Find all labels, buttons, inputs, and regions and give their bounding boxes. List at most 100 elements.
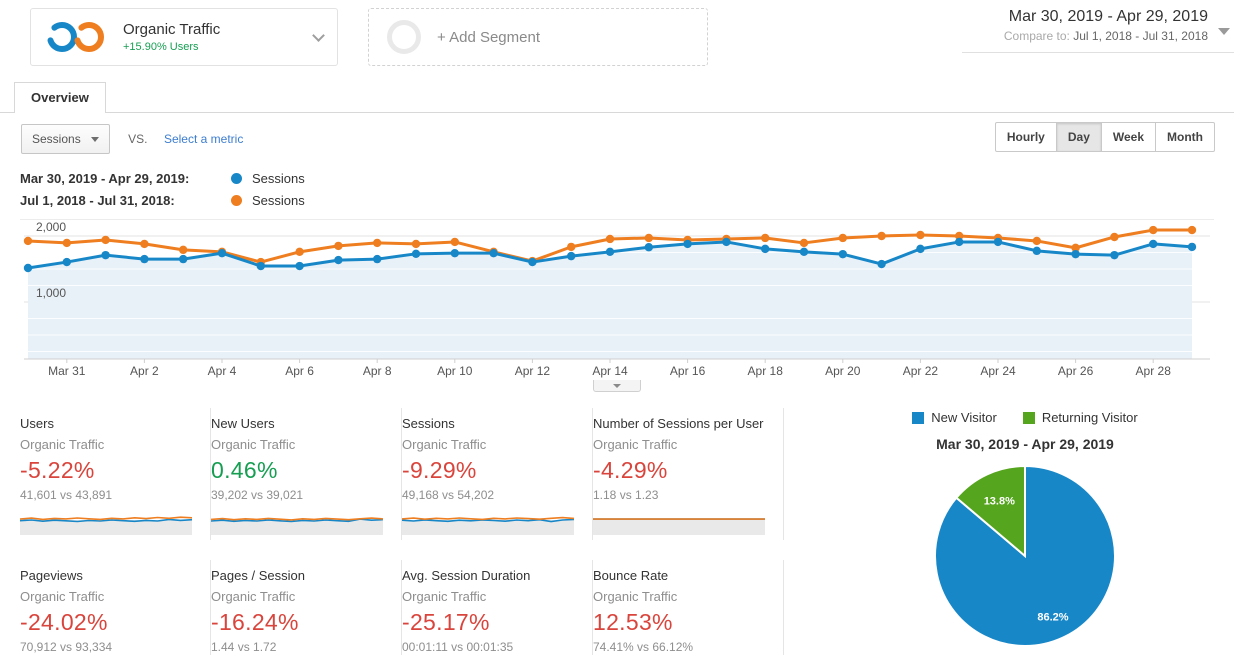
caret-down-icon [613,383,621,388]
svg-text:Apr 2: Apr 2 [130,364,159,378]
metric-segment: Organic Traffic [211,589,296,604]
orange-series-dot-icon [231,194,242,206]
metric-title: Avg. Session Duration [402,568,531,583]
pie-legend-label: New Visitor [931,410,997,425]
sessions-line-chart: 2,000 1,000 Mar 31 Apr 2 Apr 4 Apr 6 Apr 8 Apr … [20,219,1214,380]
segment-card-organic-traffic[interactable]: Organic Traffic +15.90% Users [30,8,338,66]
add-segment-ring-icon [387,20,421,54]
metric-cards-grid: Users Organic Traffic -5.22% 41,601 vs 4… [19,408,784,655]
metric-compare-values: 41,601 vs 43,891 [20,488,113,502]
svg-text:Apr 26: Apr 26 [1058,364,1094,378]
metric-title: Users [20,416,54,431]
pie-legend-new-visitor: New Visitor [912,410,997,425]
svg-text:13.8%: 13.8% [984,495,1015,507]
metric-title: Sessions [402,416,455,431]
metric-selector-dropdown[interactable]: Sessions [21,124,110,154]
metric-segment: Organic Traffic [20,589,105,604]
compare-range: Jul 1, 2018 - Jul 31, 2018 [1073,29,1208,43]
metric-card-users: Users Organic Traffic -5.22% 41,601 vs 4… [19,408,211,540]
metric-delta: 0.46% [211,457,278,483]
svg-text:Apr 6: Apr 6 [285,364,314,378]
svg-text:Apr 24: Apr 24 [980,364,1016,378]
visitor-pie-section: New Visitor Returning Visitor Mar 30, 20… [805,408,1234,655]
segment-users-delta: +15.90% Users [123,41,199,53]
granularity-week-button[interactable]: Week [1101,122,1157,152]
metric-card-sessions-per-user: Number of Sessions per User Organic Traf… [593,408,784,540]
metric-sparkline [19,516,193,535]
tab-overview[interactable]: Overview [14,82,106,113]
metric-delta: -4.29% [593,457,668,483]
metric-segment: Organic Traffic [593,437,678,452]
legend-current-period: Mar 30, 2019 - Apr 29, 2019: [20,170,190,186]
metric-title: Pageviews [20,568,83,583]
granularity-button-group: Hourly Day Week Month [994,122,1215,152]
compare-prefix: Compare to: [1003,29,1070,43]
svg-text:2,000: 2,000 [36,220,66,234]
metric-card-new-users: New Users Organic Traffic 0.46% 39,202 v… [210,408,402,540]
visitor-pie-chart: 86.2% 13.8% [934,464,1116,647]
metric-compare-values: 00:01:11 vs 00:01:35 [402,640,514,654]
metric-delta: 12.53% [593,609,673,635]
svg-text:Apr 28: Apr 28 [1136,364,1172,378]
metric-segment: Organic Traffic [20,437,105,452]
metric-card-pageviews: Pageviews Organic Traffic -24.02% 70,912… [20,560,211,655]
svg-text:Apr 12: Apr 12 [515,364,551,378]
date-range: Mar 30, 2019 - Apr 29, 2019 [1008,8,1208,25]
pie-legend-label: Returning Visitor [1041,410,1138,425]
granularity-month-button[interactable]: Month [1156,122,1215,152]
svg-text:Apr 10: Apr 10 [437,364,473,378]
caret-down-icon [90,136,99,142]
select-a-metric-link[interactable]: Select a metric [163,132,244,146]
metric-compare-values: 70,912 vs 93,334 [20,640,113,654]
segment-donut-icon [47,22,104,52]
metric-delta: -16.24% [211,609,299,635]
svg-text:Apr 20: Apr 20 [825,364,861,378]
metric-sparkline [210,517,384,535]
chart-collapse-handle[interactable] [593,380,641,392]
header: Organic Traffic +15.90% Users + Add Segm… [0,0,1234,76]
metric-sparkline [593,518,765,535]
metric-card-bounce-rate: Bounce Rate Organic Traffic 12.53% 74.41… [593,560,784,655]
granularity-hourly-button[interactable]: Hourly [994,122,1057,152]
metric-segment: Organic Traffic [402,589,487,604]
metric-title: Number of Sessions per User [593,416,764,431]
blue-series-dot-icon [231,172,242,184]
date-range-selector[interactable]: Mar 30, 2019 - Apr 29, 2019 Compare to: … [962,8,1234,53]
metric-title: Pages / Session [211,568,305,583]
svg-text:Apr 8: Apr 8 [363,364,392,378]
metric-compare-values: 74.41% vs 66.12% [593,640,694,654]
metric-delta: -25.17% [402,609,490,635]
legend-current-series: Sessions [252,170,305,186]
metric-card-pages-per-session: Pages / Session Organic Traffic -16.24% … [211,560,402,655]
legend-previous-series: Sessions [252,192,305,208]
add-segment-button[interactable]: + Add Segment [368,8,708,66]
metric-delta: -9.29% [402,457,477,483]
svg-text:Apr 22: Apr 22 [903,364,939,378]
legend-previous-period: Jul 1, 2018 - Jul 31, 2018: [20,192,175,208]
metric-segment: Organic Traffic [211,437,296,452]
metric-title: Bounce Rate [593,568,669,583]
chart-legend: Mar 30, 2019 - Apr 29, 2019: Sessions Ju… [20,167,1234,211]
pie-legend-returning-visitor: Returning Visitor [1022,410,1138,425]
tab-bar: Overview [0,82,1234,113]
metric-sparkline [401,516,575,535]
svg-text:Apr 16: Apr 16 [670,364,706,378]
granularity-day-button[interactable]: Day [1056,122,1102,152]
vs-label: VS. [128,132,148,146]
metric-segment: Organic Traffic [402,437,487,452]
metric-compare-values: 49,168 vs 54,202 [402,488,495,502]
metric-delta: -24.02% [20,609,108,635]
metric-compare-values: 39,202 vs 39,021 [211,488,304,502]
svg-text:Apr 14: Apr 14 [592,364,628,378]
svg-text:Apr 18: Apr 18 [748,364,784,378]
controls-row: Sessions VS. Select a metric Hourly Day … [0,113,1234,157]
metric-card-avg-session-duration: Avg. Session Duration Organic Traffic -2… [402,560,593,655]
metric-compare-values: 1.18 vs 1.23 [593,488,659,502]
pie-title: Mar 30, 2019 - Apr 29, 2019 [936,436,1114,452]
metric-segment: Organic Traffic [593,589,678,604]
metric-selector-label: Sessions [32,132,81,146]
date-caret-icon[interactable] [1218,28,1230,35]
green-square-icon [1022,411,1035,424]
svg-text:86.2%: 86.2% [1037,611,1068,623]
chevron-down-icon[interactable] [312,29,325,42]
